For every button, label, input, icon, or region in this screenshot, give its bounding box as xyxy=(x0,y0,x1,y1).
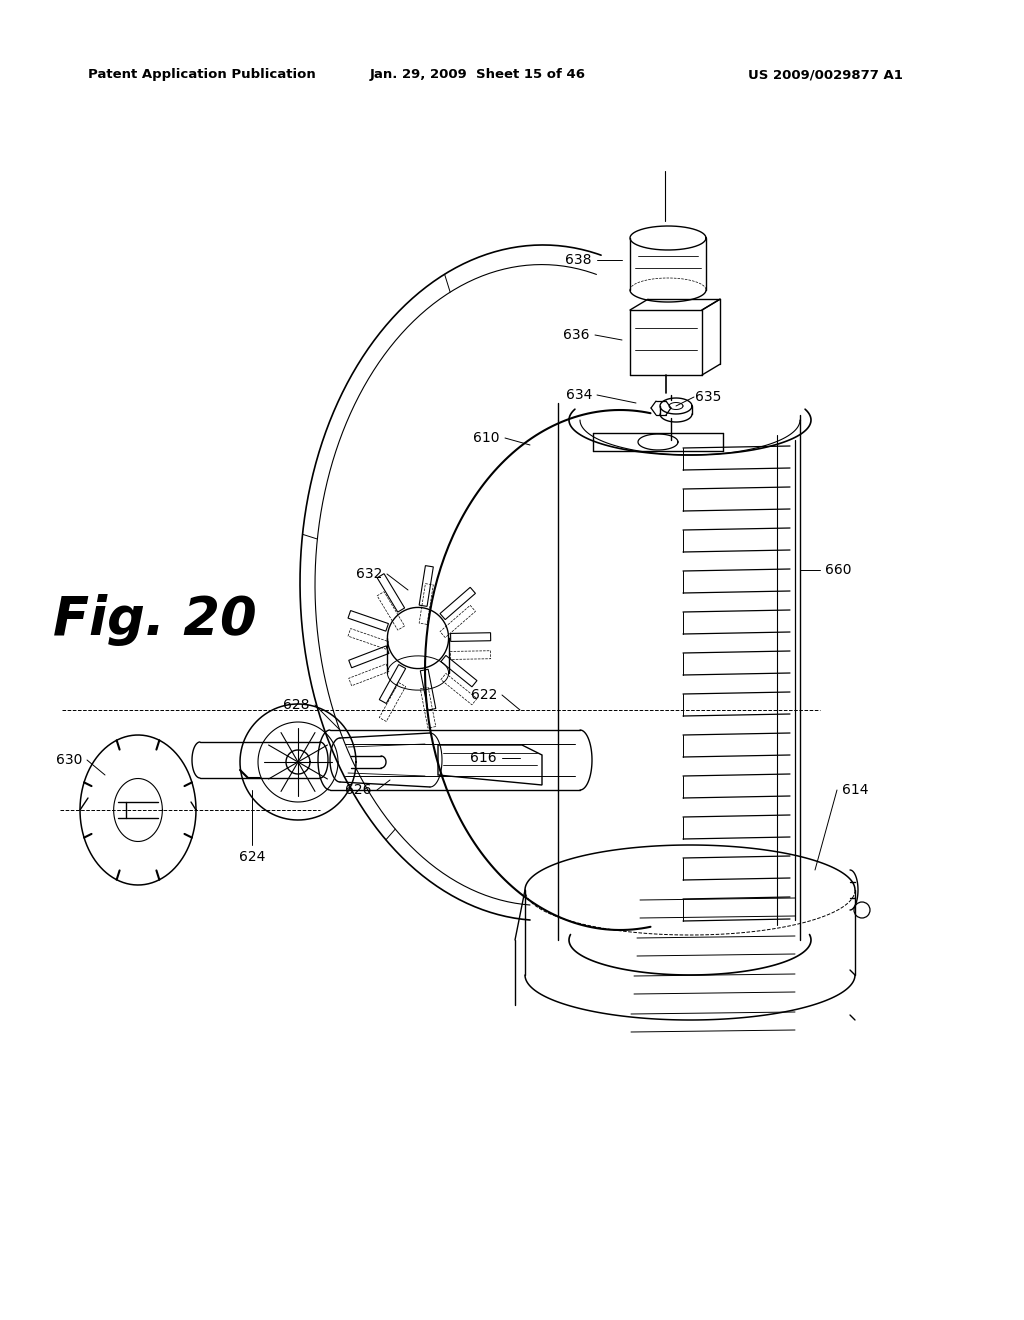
Text: 634: 634 xyxy=(565,388,592,403)
Text: 630: 630 xyxy=(55,752,82,767)
Text: 622: 622 xyxy=(471,688,497,702)
Text: US 2009/0029877 A1: US 2009/0029877 A1 xyxy=(748,69,903,81)
Text: 626: 626 xyxy=(345,783,372,797)
Text: 632: 632 xyxy=(355,568,382,581)
Text: Jan. 29, 2009  Sheet 15 of 46: Jan. 29, 2009 Sheet 15 of 46 xyxy=(370,69,586,81)
Text: 635: 635 xyxy=(695,389,721,404)
Text: 628: 628 xyxy=(284,698,310,711)
Text: 616: 616 xyxy=(470,751,497,766)
Text: Patent Application Publication: Patent Application Publication xyxy=(88,69,315,81)
Text: 660: 660 xyxy=(825,564,852,577)
Text: 614: 614 xyxy=(842,783,868,797)
Text: 636: 636 xyxy=(563,327,590,342)
Text: Fig. 20: Fig. 20 xyxy=(53,594,257,645)
Text: 638: 638 xyxy=(565,253,592,267)
Text: 624: 624 xyxy=(239,850,265,865)
Text: 610: 610 xyxy=(473,432,500,445)
